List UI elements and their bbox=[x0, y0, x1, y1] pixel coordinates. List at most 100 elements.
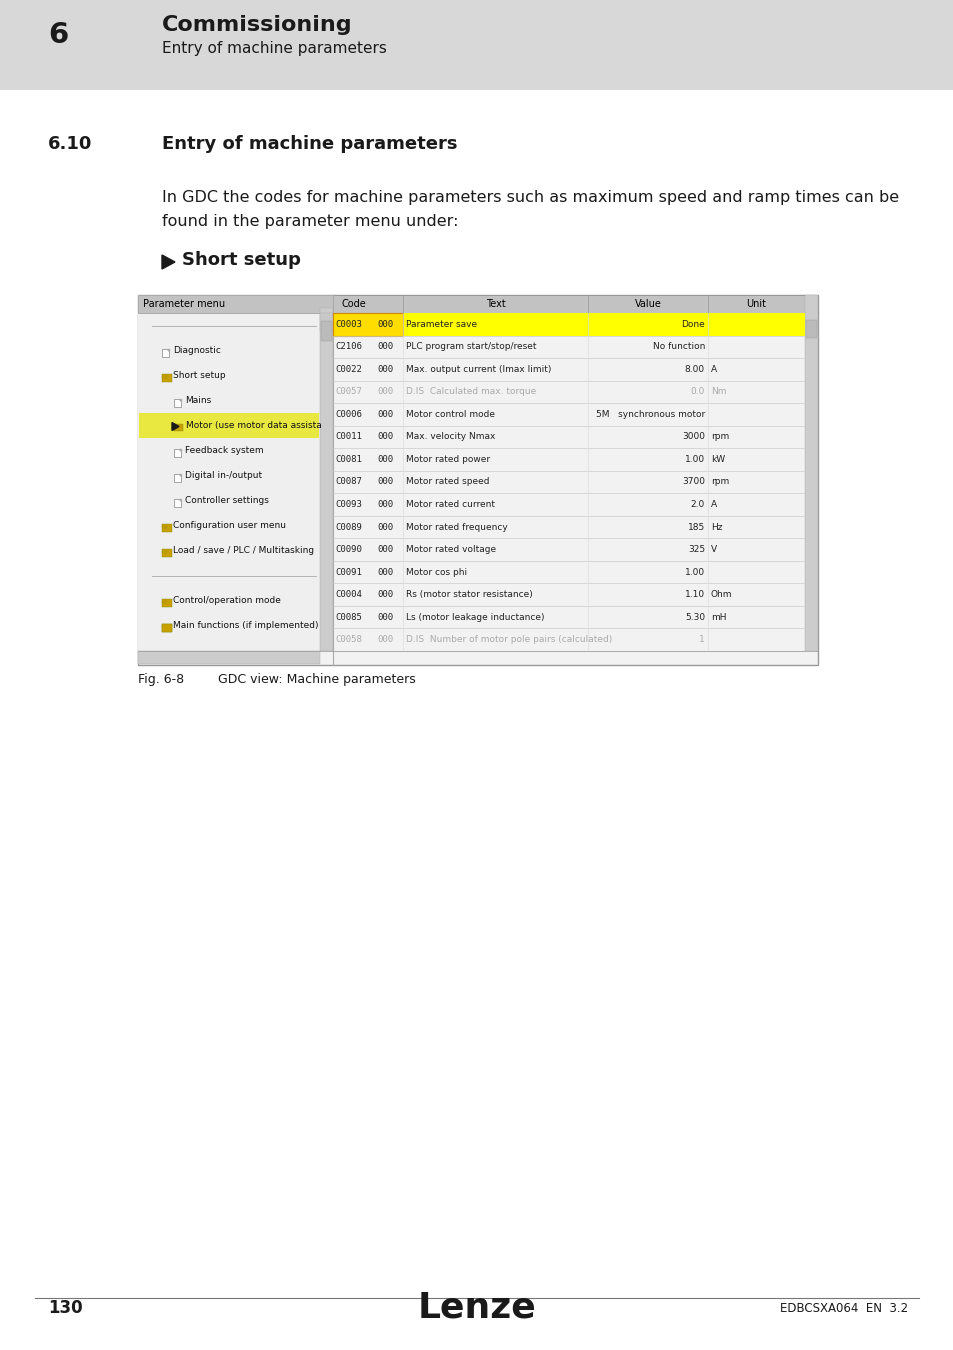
Text: 000: 000 bbox=[376, 522, 393, 532]
Text: Feedback system: Feedback system bbox=[185, 446, 263, 455]
Text: kW: kW bbox=[710, 455, 724, 464]
Bar bbox=[173, 474, 181, 482]
Text: Motor rated speed: Motor rated speed bbox=[406, 478, 489, 486]
Text: Diagnostic: Diagnostic bbox=[172, 346, 221, 355]
Text: 000: 000 bbox=[376, 410, 393, 418]
Bar bbox=[320, 321, 332, 342]
Bar bbox=[162, 548, 172, 556]
Polygon shape bbox=[179, 398, 181, 401]
Bar bbox=[138, 296, 333, 651]
Text: C0089: C0089 bbox=[335, 522, 361, 532]
Text: mH: mH bbox=[710, 613, 726, 622]
Bar bbox=[173, 498, 181, 506]
Text: 000: 000 bbox=[376, 478, 393, 486]
Polygon shape bbox=[179, 448, 181, 451]
Text: Motor (use motor data assista: Motor (use motor data assista bbox=[186, 421, 321, 431]
Text: 000: 000 bbox=[376, 387, 393, 397]
Text: C0093: C0093 bbox=[335, 500, 361, 509]
Bar bbox=[333, 296, 817, 313]
Text: 2.0: 2.0 bbox=[690, 500, 704, 509]
Text: rpm: rpm bbox=[710, 478, 728, 486]
Text: 8.00: 8.00 bbox=[684, 364, 704, 374]
Bar bbox=[138, 651, 319, 664]
Bar bbox=[162, 524, 172, 532]
Text: C0058: C0058 bbox=[335, 636, 361, 644]
Text: 6.10: 6.10 bbox=[48, 135, 92, 153]
Text: Main functions (if implemented): Main functions (if implemented) bbox=[172, 621, 318, 630]
Text: Max. output current (Imax limit): Max. output current (Imax limit) bbox=[406, 364, 551, 374]
Bar bbox=[139, 413, 318, 437]
Text: A: A bbox=[710, 364, 717, 374]
Bar bbox=[319, 308, 333, 651]
Text: GDC view: Machine parameters: GDC view: Machine parameters bbox=[218, 674, 416, 686]
Text: EDBCSXA064  EN  3.2: EDBCSXA064 EN 3.2 bbox=[779, 1301, 907, 1315]
Bar bbox=[162, 601, 167, 602]
Text: Digital in-/output: Digital in-/output bbox=[185, 471, 262, 481]
Text: found in the parameter menu under:: found in the parameter menu under: bbox=[162, 215, 458, 230]
Text: C0081: C0081 bbox=[335, 455, 361, 464]
Text: Max. velocity Nmax: Max. velocity Nmax bbox=[406, 432, 495, 441]
Polygon shape bbox=[172, 423, 179, 431]
Text: 000: 000 bbox=[376, 455, 393, 464]
Text: A: A bbox=[710, 500, 717, 509]
Text: Entry of machine parameters: Entry of machine parameters bbox=[162, 135, 457, 153]
Text: Code: Code bbox=[341, 298, 366, 309]
Text: C0090: C0090 bbox=[335, 545, 361, 554]
Bar bbox=[162, 625, 167, 628]
Text: C0011: C0011 bbox=[335, 432, 361, 441]
Bar bbox=[162, 598, 172, 606]
Bar bbox=[162, 374, 172, 382]
Text: 000: 000 bbox=[376, 590, 393, 599]
Text: 000: 000 bbox=[376, 567, 393, 576]
Text: 000: 000 bbox=[376, 545, 393, 554]
Text: 1.00: 1.00 bbox=[684, 567, 704, 576]
Bar bbox=[804, 296, 817, 651]
Text: C0006: C0006 bbox=[335, 410, 361, 418]
Text: 0.0: 0.0 bbox=[690, 387, 704, 397]
Text: 130: 130 bbox=[48, 1299, 83, 1318]
Text: Commissioning: Commissioning bbox=[162, 15, 353, 35]
Bar bbox=[138, 296, 817, 666]
Text: 1.00: 1.00 bbox=[684, 455, 704, 464]
Text: Controller settings: Controller settings bbox=[185, 495, 269, 505]
Bar bbox=[333, 313, 804, 336]
Text: V: V bbox=[710, 545, 717, 554]
Text: Rs (motor stator resistance): Rs (motor stator resistance) bbox=[406, 590, 532, 599]
Text: 325: 325 bbox=[687, 545, 704, 554]
Bar bbox=[319, 313, 333, 331]
Text: In GDC the codes for machine parameters such as maximum speed and ramp times can: In GDC the codes for machine parameters … bbox=[162, 190, 898, 205]
Text: Motor cos phi: Motor cos phi bbox=[406, 567, 467, 576]
Text: 000: 000 bbox=[376, 320, 393, 329]
Text: Unit: Unit bbox=[745, 298, 765, 309]
Text: Motor rated current: Motor rated current bbox=[406, 500, 495, 509]
Bar bbox=[162, 348, 169, 356]
Text: No function: No function bbox=[652, 343, 704, 351]
Text: C0022: C0022 bbox=[335, 364, 361, 374]
Bar bbox=[162, 624, 172, 632]
Text: Fig. 6-8: Fig. 6-8 bbox=[138, 674, 184, 686]
Bar bbox=[162, 525, 167, 528]
Text: 000: 000 bbox=[376, 432, 393, 441]
Text: rpm: rpm bbox=[710, 432, 728, 441]
Text: 5.30: 5.30 bbox=[684, 613, 704, 622]
Text: Nm: Nm bbox=[710, 387, 726, 397]
Text: 000: 000 bbox=[376, 500, 393, 509]
Text: Text: Text bbox=[485, 298, 505, 309]
Text: 5M   synchronous motor: 5M synchronous motor bbox=[595, 410, 704, 418]
Text: Ohm: Ohm bbox=[710, 590, 732, 599]
Text: C2106: C2106 bbox=[335, 343, 361, 351]
Text: Value: Value bbox=[634, 298, 660, 309]
Text: Ls (motor leakage inductance): Ls (motor leakage inductance) bbox=[406, 613, 544, 622]
Bar bbox=[162, 551, 167, 552]
Text: Short setup: Short setup bbox=[182, 251, 300, 269]
Text: C0091: C0091 bbox=[335, 567, 361, 576]
Text: Motor control mode: Motor control mode bbox=[406, 410, 495, 418]
Text: Parameter save: Parameter save bbox=[406, 320, 476, 329]
Bar bbox=[333, 313, 402, 336]
Text: D.IS  Calculated max. torque: D.IS Calculated max. torque bbox=[406, 387, 536, 397]
Bar bbox=[162, 624, 172, 632]
Text: Mains: Mains bbox=[185, 396, 211, 405]
Text: Motor rated power: Motor rated power bbox=[406, 455, 490, 464]
Polygon shape bbox=[179, 498, 181, 501]
Text: Configuration user menu: Configuration user menu bbox=[172, 521, 286, 531]
